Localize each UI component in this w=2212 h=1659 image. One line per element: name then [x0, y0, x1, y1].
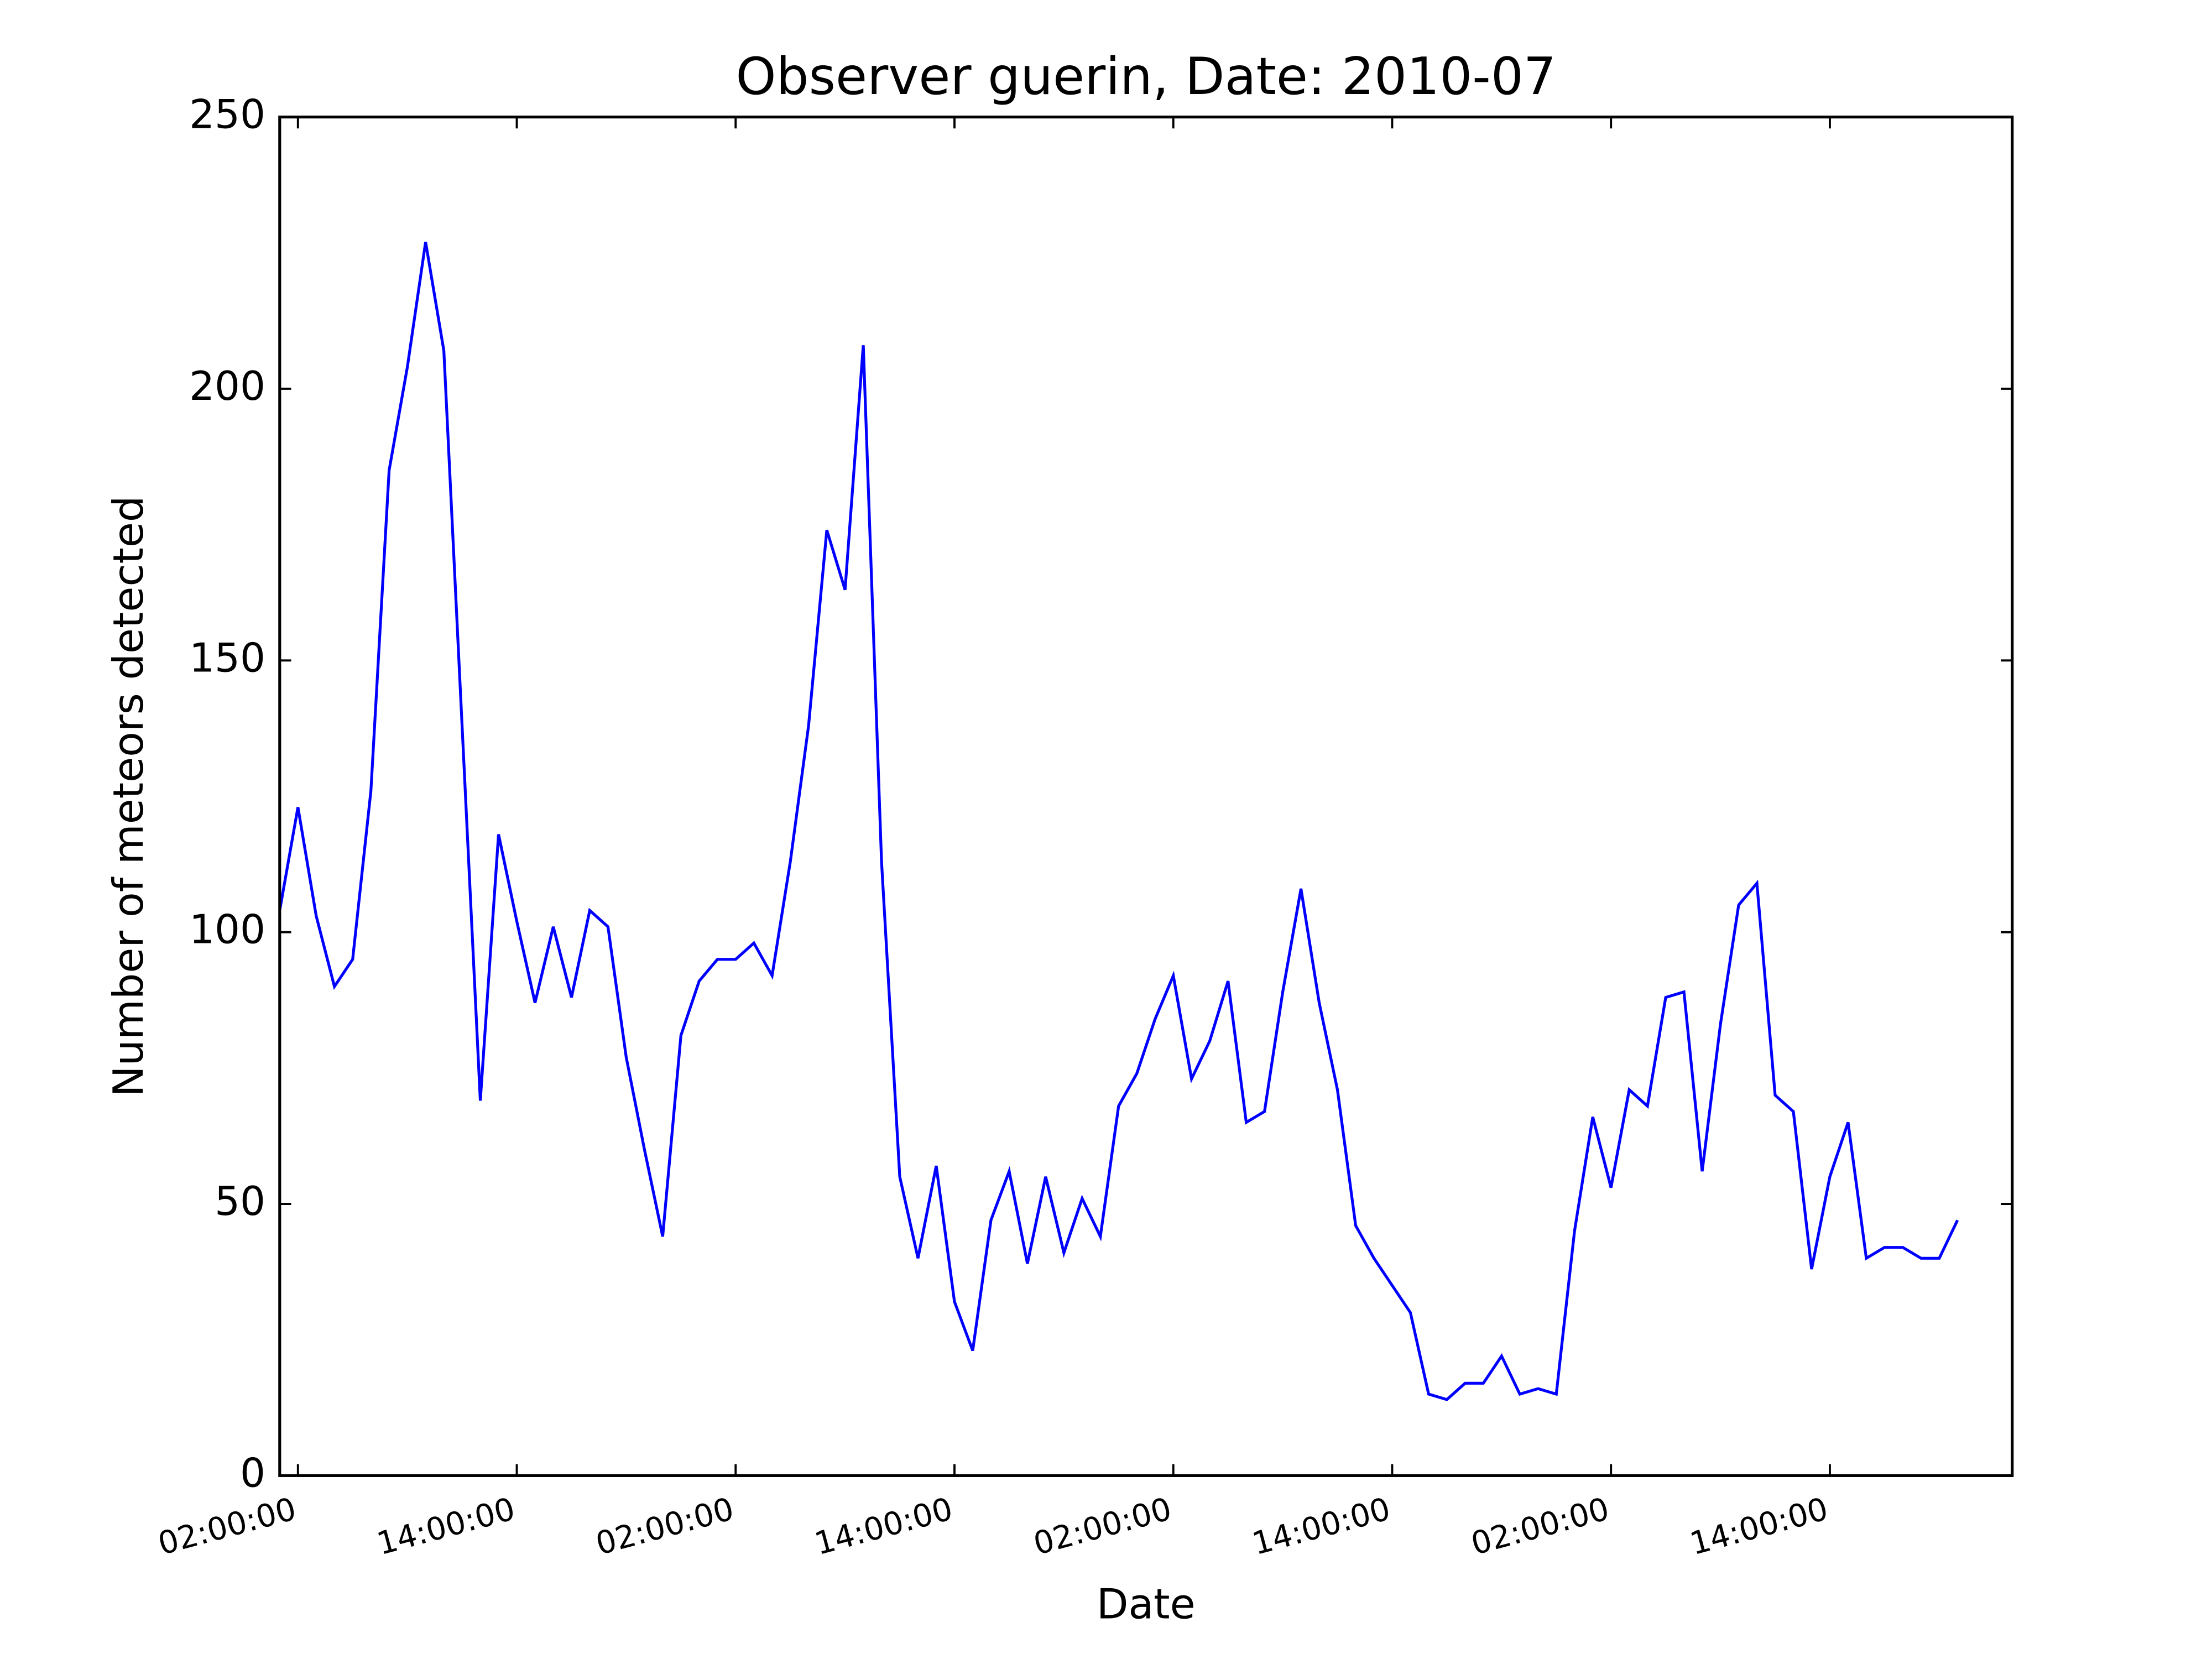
y-tick-label: 0 — [240, 1450, 265, 1496]
y-tick-label: 200 — [189, 363, 265, 410]
y-tick-label: 250 — [189, 92, 265, 138]
y-tick-label: 50 — [215, 1178, 265, 1225]
data-line — [278, 242, 1959, 1401]
chart-title: Observer guerin, Date: 2010-07 — [735, 46, 1556, 106]
y-tick-label: 100 — [189, 907, 265, 953]
y-tick-label: 150 — [189, 635, 265, 681]
y-axis-label: Number of meteors detected — [105, 496, 153, 1097]
x-axis-label: Date — [1097, 1580, 1196, 1628]
plot-frame — [278, 116, 2014, 1477]
